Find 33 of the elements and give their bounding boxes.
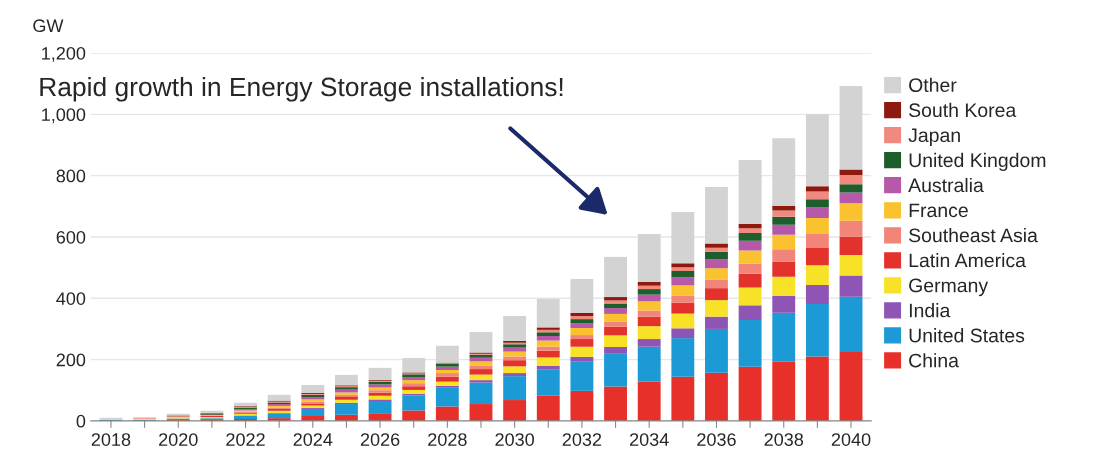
x-tick-label: 2030 (495, 433, 535, 446)
x-tick-label: 2022 (226, 433, 265, 446)
y-tick-label: 1,200 (42, 46, 86, 62)
x-tick-label: 2024 (293, 433, 333, 446)
legend-label: France (909, 203, 968, 218)
x-tick-label: 2032 (562, 433, 602, 446)
legend-label: Latin America (909, 253, 1026, 268)
y-tick-label: 600 (56, 230, 86, 244)
legend-label: United Kingdom (909, 152, 1046, 171)
legend-label: China (909, 353, 959, 368)
legend-label: Southeast Asia (909, 227, 1038, 243)
x-tick-label: 2038 (764, 433, 804, 446)
legend-label: Other (909, 77, 957, 93)
y-tick-label: 400 (56, 292, 86, 305)
y-tick-label: 800 (56, 169, 86, 183)
y-axis-title: GW (33, 19, 64, 33)
y-tick-label: 200 (56, 353, 86, 367)
x-tick-label: 2040 (831, 433, 871, 446)
x-tick-label: 2020 (159, 433, 198, 446)
x-tick-label: 2034 (630, 433, 669, 446)
y-tick-label: 1,000 (42, 108, 86, 124)
x-tick-label: 2026 (360, 433, 400, 446)
x-tick-label: 2018 (91, 433, 131, 446)
y-tick-label: 0 (76, 414, 86, 428)
annotation: Rapid growth in Energy Storage installations! (40, 76, 563, 102)
x-tick-label: 2028 (428, 433, 467, 446)
x-tick-label: 2036 (697, 433, 736, 446)
legend-label: Australia (908, 177, 984, 193)
legend-label: South Korea (909, 102, 1017, 118)
legend-label: India (909, 303, 951, 318)
legend-label: United States (909, 328, 1025, 343)
legend-label: Japan (908, 128, 960, 146)
legend-label: Germany (909, 278, 989, 297)
